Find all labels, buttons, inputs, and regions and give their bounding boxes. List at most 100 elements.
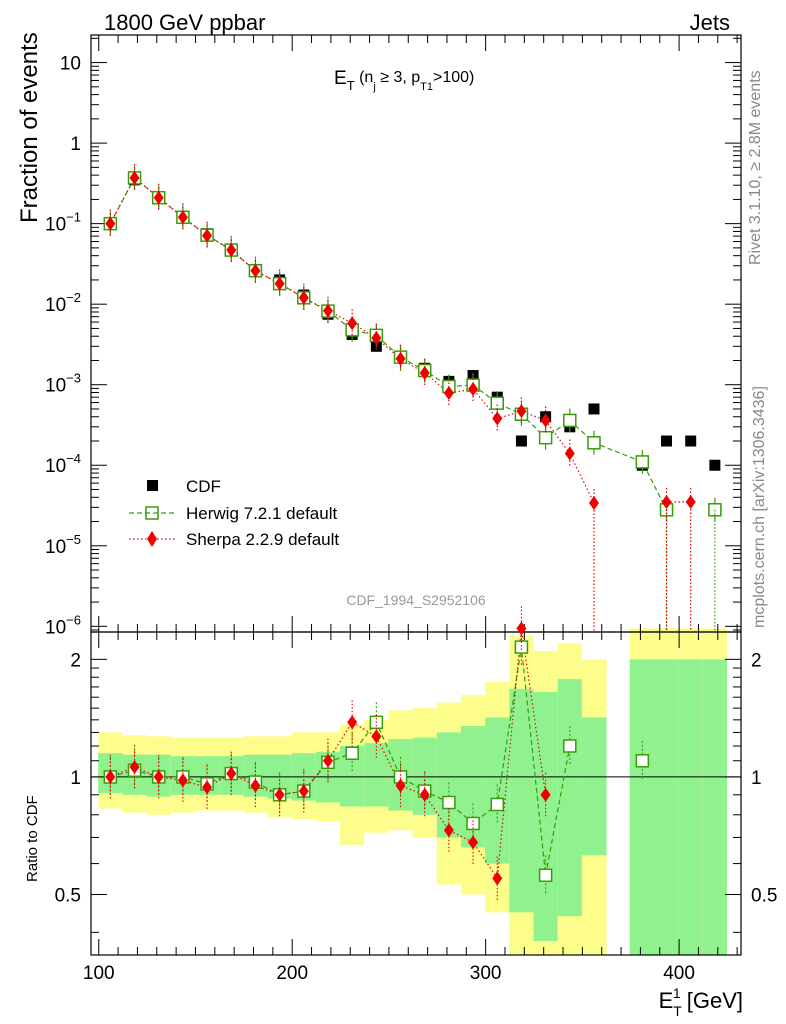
- cdf-point: [685, 435, 697, 447]
- rivet-label: Rivet 3.1.10, ≥ 2.8M events: [747, 70, 764, 265]
- ratio-frame: [90, 631, 742, 956]
- x-tick-label: 100: [83, 963, 115, 984]
- ratio-herwig-point: [538, 868, 553, 883]
- sherpa-point: [516, 404, 527, 419]
- ratio-sherpa-point: [419, 787, 430, 802]
- ratio-tick-label: 0.5: [55, 886, 81, 907]
- legend-marker-cdf: [147, 480, 158, 491]
- sherpa-point: [540, 413, 551, 428]
- ratio-herwig-point: [490, 797, 504, 812]
- ratio-sherpa-point: [250, 778, 261, 793]
- herwig-point: [490, 396, 504, 410]
- herwig-point: [538, 430, 553, 445]
- x-tick-label: 300: [470, 963, 502, 984]
- ratio-sherpa-point: [516, 621, 527, 636]
- ratio-band-inner: [702, 659, 727, 955]
- ratio-sherpa-point: [540, 787, 551, 802]
- sherpa-point: [202, 228, 213, 243]
- sherpa-point: [492, 411, 503, 426]
- sherpa-point: [274, 276, 285, 291]
- y-tick-label: 1: [70, 134, 81, 155]
- chart-title: ET (nj ≥ 3, pT1>100): [334, 68, 474, 93]
- sherpa-point: [129, 170, 140, 185]
- sherpa-point: [564, 446, 575, 461]
- ratio-sherpa-point: [105, 769, 116, 784]
- ratio-sherpa-point: [153, 769, 164, 784]
- ratio-tick-label: 1: [70, 768, 81, 789]
- y-tick-label: 10: [60, 54, 81, 75]
- x-tick-label: 400: [663, 963, 695, 984]
- ratio-band-inner: [436, 732, 461, 838]
- cdf-point: [709, 459, 721, 471]
- sherpa-point: [468, 382, 479, 397]
- ratio-tick-label-right: 2: [751, 650, 762, 671]
- sherpa-line: [109, 176, 691, 504]
- ratio-sherpa-point: [347, 715, 358, 730]
- ratio-herwig-point: [442, 795, 456, 810]
- ratio-sherpa-point: [395, 778, 406, 793]
- sherpa-point: [250, 263, 261, 278]
- sherpa-point: [177, 210, 188, 225]
- ratio-tick-label-right: 1: [751, 768, 762, 789]
- sherpa-point: [347, 316, 358, 331]
- herwig-point: [563, 413, 577, 428]
- ratio-herwig-point: [466, 816, 480, 831]
- ratio-band-inner: [654, 659, 679, 955]
- y-tick-label: 10−6: [45, 612, 81, 638]
- ratio-sherpa-point: [468, 835, 479, 850]
- sherpa-point: [153, 190, 164, 205]
- chart-marks: [103, 163, 722, 901]
- herwig-point: [587, 436, 601, 450]
- ratio-sherpa-point: [129, 760, 140, 775]
- ratio-band-inner: [557, 679, 582, 917]
- legend-marker-herwig: [145, 506, 159, 520]
- header-right: Jets: [690, 10, 730, 35]
- cdf-point: [515, 435, 527, 447]
- sherpa-point: [298, 290, 309, 305]
- legend-label-cdf: CDF: [186, 477, 221, 496]
- cdf-point: [588, 403, 600, 415]
- ratio-sherpa-point: [298, 784, 309, 799]
- legend: CDF Herwig 7.2.1 default Sherpa 2.2.9 de…: [129, 477, 339, 549]
- y-tick-label: 10−1: [45, 210, 81, 236]
- ratio-y-axis-label: Ratio to CDF: [24, 795, 41, 882]
- header-left: 1800 GeV ppbar: [104, 10, 265, 35]
- ratio-herwig-point: [345, 746, 359, 760]
- sherpa-point: [371, 331, 382, 346]
- legend-label-herwig: Herwig 7.2.1 default: [186, 504, 337, 523]
- herwig-line: [110, 178, 715, 510]
- ratio-sherpa-point: [274, 787, 285, 802]
- mcplots-label: mcplots.cern.ch [arXiv:1306.3436]: [751, 386, 768, 628]
- y-tick-label: 10−3: [45, 371, 81, 397]
- axes: 100 200 300 400 10 1 10−1 10−2 10−3 10−4 10−5 10−6 0…: [45, 34, 777, 984]
- ratio-band-inner: [581, 717, 607, 856]
- ratio-sherpa-point: [371, 729, 382, 744]
- herwig-point: [635, 455, 650, 469]
- cdf-point: [661, 435, 673, 447]
- ratio-tick-label-right: 0.5: [751, 886, 777, 907]
- sherpa-point: [105, 216, 116, 231]
- ratio-herwig-point: [563, 739, 577, 753]
- ratio-sherpa-point: [492, 871, 503, 886]
- ratio-sherpa-point: [202, 780, 213, 795]
- ratio-band-inner: [364, 743, 389, 807]
- ratio-sherpa-point: [443, 823, 454, 838]
- sherpa-point: [322, 303, 333, 318]
- ratio-sherpa-point: [226, 766, 237, 781]
- ratio-band-inner: [485, 717, 510, 864]
- x-tick-label: 200: [276, 963, 308, 984]
- legend-marker-sherpa: [147, 531, 157, 547]
- ratio-tick-label: 2: [70, 650, 81, 671]
- ratio-band-inner: [509, 688, 534, 913]
- y-axis-label: Fraction of events: [16, 32, 43, 223]
- y-tick-label: 10−2: [45, 290, 81, 316]
- ratio-uncertainty-bands: [98, 628, 727, 955]
- ratio-herwig-point: [514, 640, 529, 654]
- sherpa-point: [226, 243, 237, 258]
- ratio-band-inner: [629, 659, 655, 955]
- analysis-id: CDF_1994_S2952106: [346, 592, 486, 608]
- ratio-herwig-point: [635, 754, 650, 768]
- x-axis-label: ET1 [GeV]: [659, 985, 743, 1019]
- ratio-band-inner: [678, 659, 703, 955]
